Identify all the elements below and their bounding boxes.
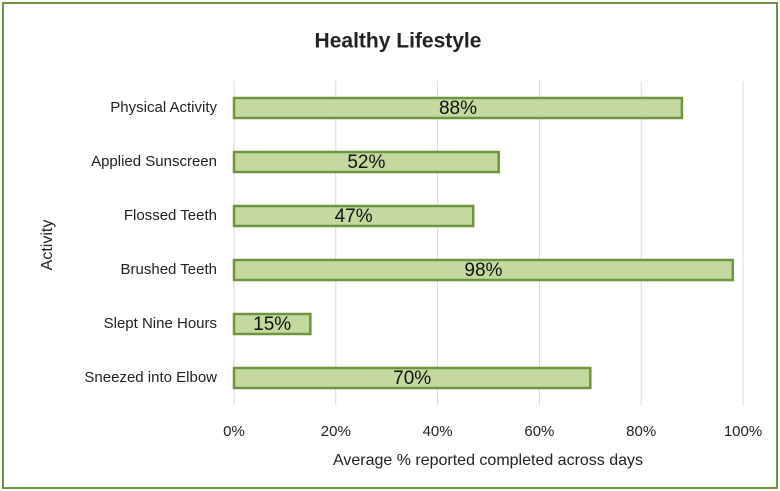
chart-title: Healthy Lifestyle: [315, 30, 482, 53]
bar: [232, 204, 475, 228]
bar: [232, 366, 592, 390]
data-label: 47%: [335, 206, 373, 227]
y-tick-label: Applied Sunscreen: [91, 153, 217, 170]
x-tick-label: 80%: [626, 423, 656, 440]
y-tick-label: Physical Activity: [110, 99, 217, 116]
data-label: 98%: [464, 260, 502, 281]
bar: [232, 150, 500, 174]
x-tick-label: 40%: [423, 423, 453, 440]
x-axis-label: Average % reported completed across days: [333, 452, 643, 469]
data-label: 52%: [347, 152, 385, 173]
bar: [232, 258, 735, 282]
bar: [232, 96, 684, 120]
data-label: 15%: [253, 314, 291, 335]
y-axis-label: Activity: [39, 220, 56, 271]
y-tick-label: Brushed Teeth: [121, 261, 217, 278]
y-tick-label: Flossed Teeth: [124, 207, 217, 224]
x-tick-label: 0%: [223, 423, 245, 440]
x-tick-label: 60%: [524, 423, 554, 440]
x-tick-label: 100%: [724, 423, 762, 440]
data-label: 88%: [439, 98, 477, 119]
y-tick-label: Sneezed into Elbow: [84, 369, 217, 386]
data-label: 70%: [393, 368, 431, 389]
x-tick-label: 20%: [321, 423, 351, 440]
bar: [232, 312, 312, 336]
y-tick-label: Slept Nine Hours: [104, 315, 217, 332]
